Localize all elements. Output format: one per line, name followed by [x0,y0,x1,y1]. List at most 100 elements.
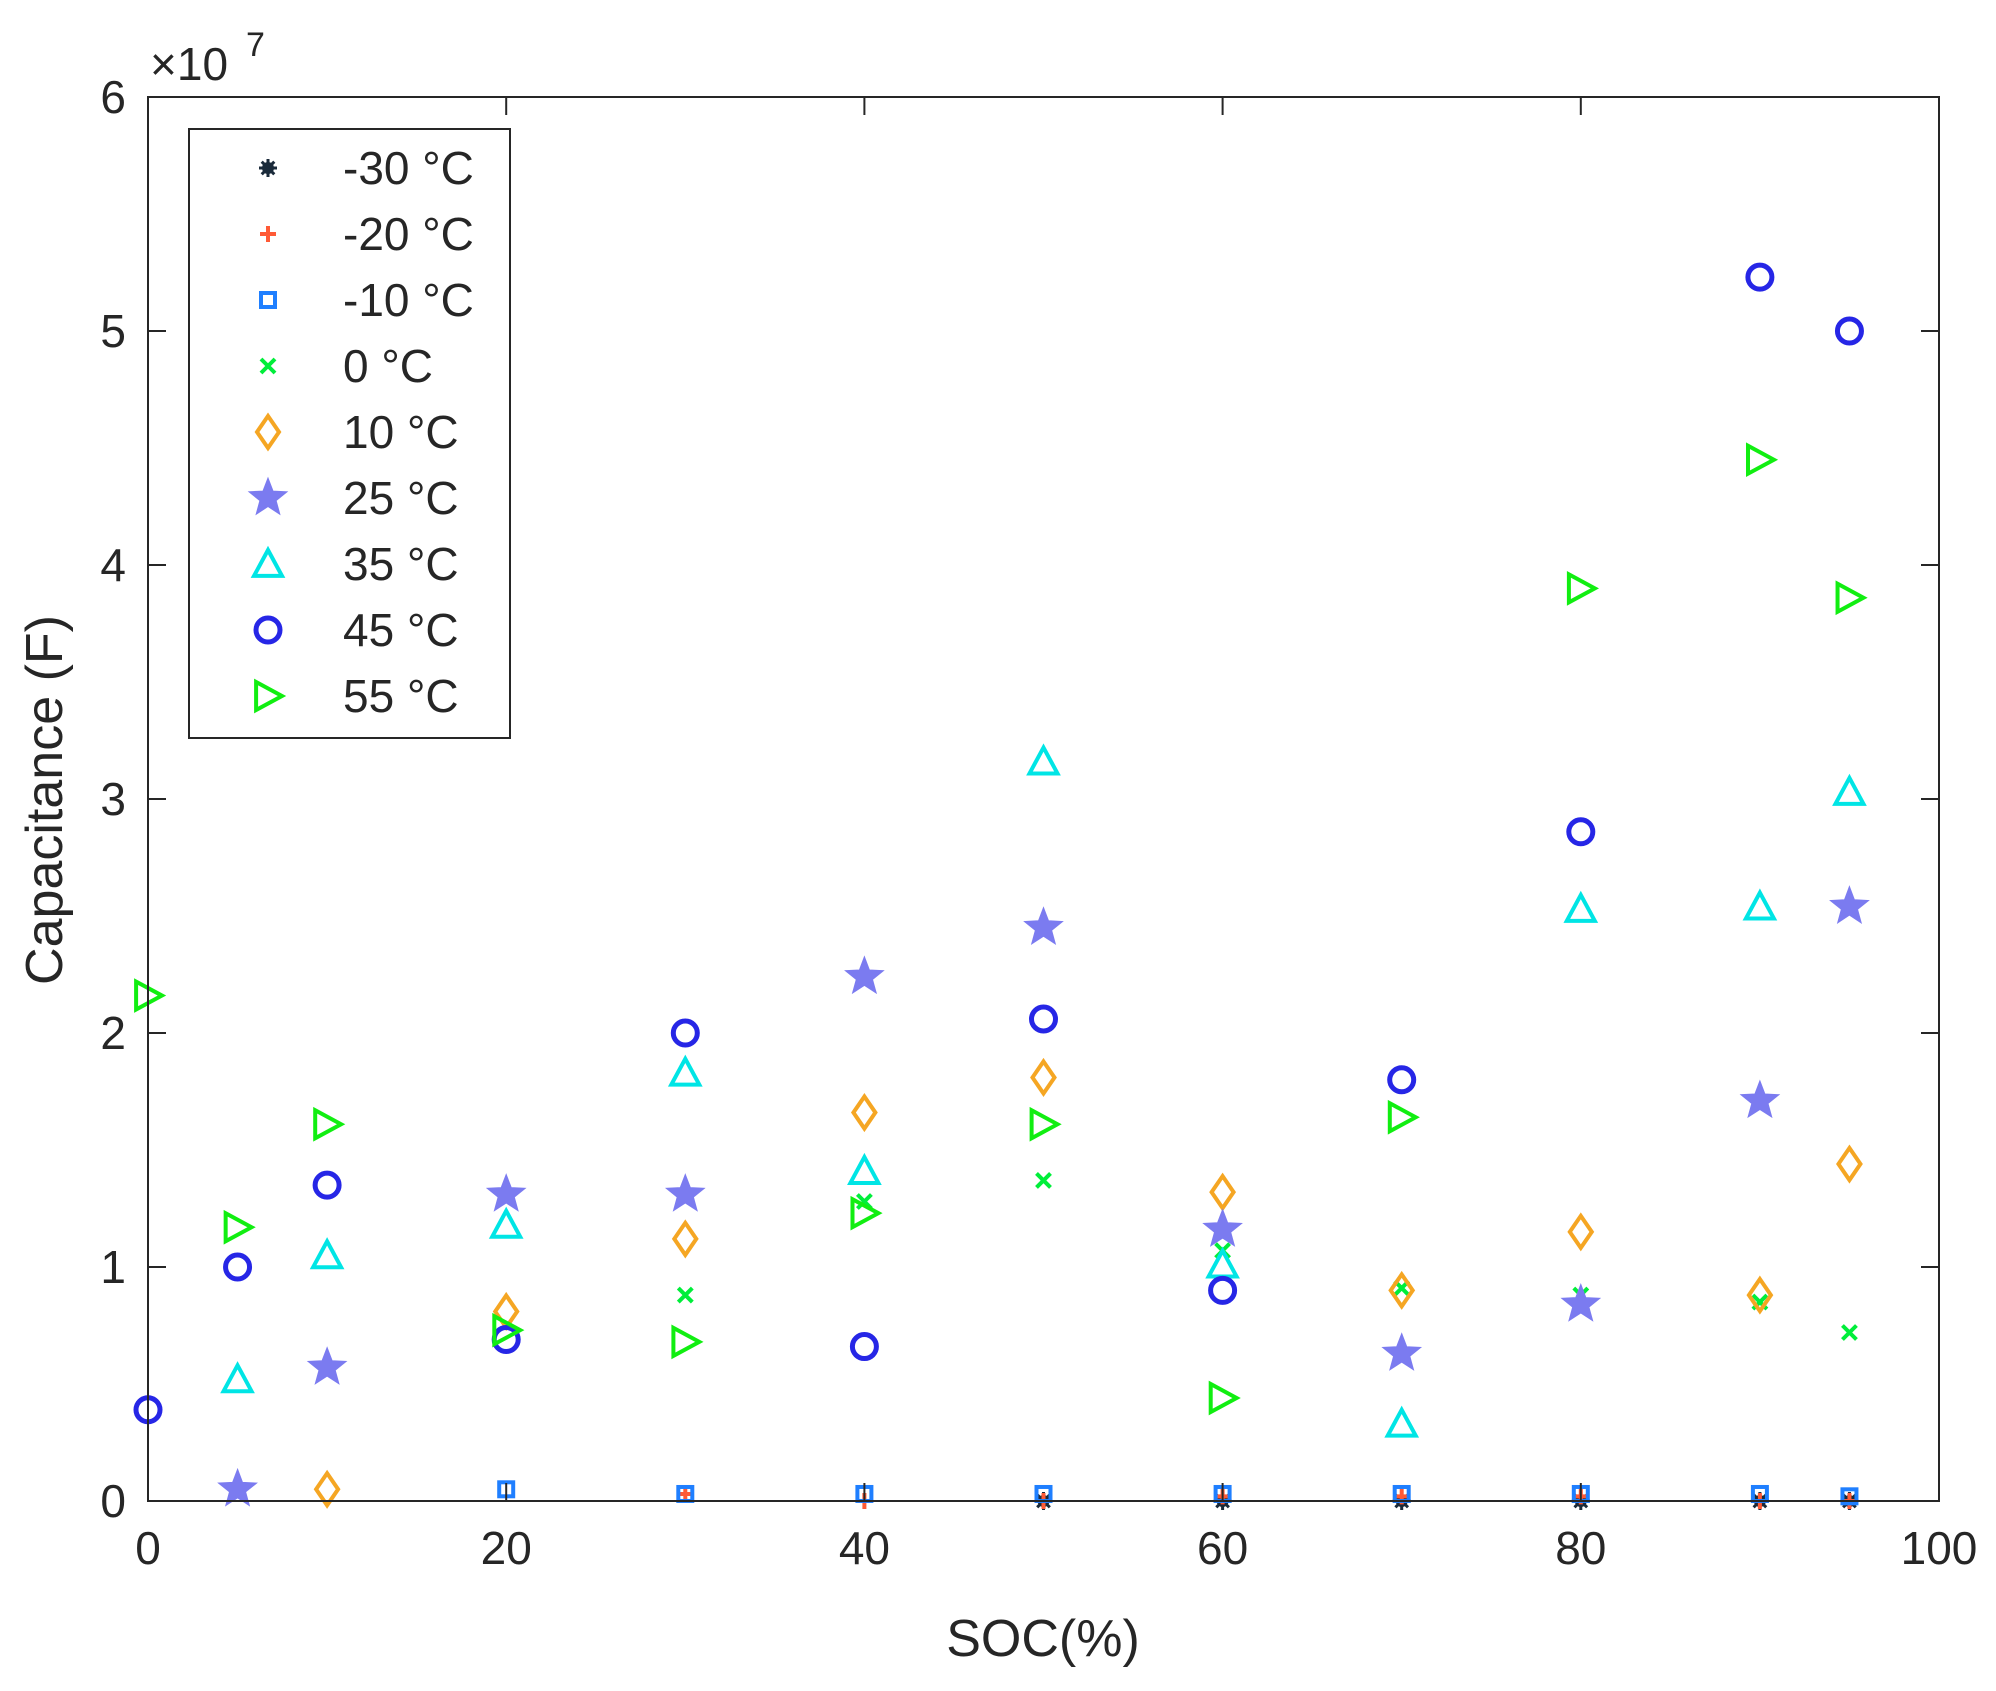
data-point [488,1206,524,1239]
axis-ticks: 0 20 40 60 80 100 0 1 2 3 4 5 6 [100,71,1977,1574]
x-axis-label: SOC(%) [946,1610,1140,1668]
x-tick-label: 20 [481,1522,532,1574]
y-axis-label: Capacitance (F) [16,615,74,985]
data-point [217,1467,258,1507]
legend-entry: 55 °C [254,670,459,722]
legend-marker [250,545,286,578]
y-tick-label: 2 [100,1007,126,1059]
data-point [1381,1332,1423,1371]
y-tick-label: 0 [100,1475,126,1527]
legend-label: 55 °C [343,670,459,722]
legend-label: 25 °C [343,472,459,524]
legend-box [188,128,511,739]
legend-entry: -30 °C [259,142,474,194]
data-point [1567,1212,1595,1252]
data-point [134,978,167,1013]
data-point [1035,1172,1052,1189]
data-point [1739,1079,1781,1119]
data-point [313,1469,341,1509]
data-point [1746,442,1779,478]
data-point [1563,890,1599,923]
x-tick-label: 100 [1901,1522,1978,1574]
data-point [1841,1324,1858,1341]
legend: -30 °C -20 °C -10 °C 0 °C 10 °C 25 °C 35 °C 45 … [188,128,511,739]
legend-marker [259,357,277,375]
data-point [1834,316,1864,346]
data-point [667,1054,703,1087]
y-exponent-power: 7 [246,26,265,64]
data-point [1387,1065,1417,1095]
data-point [1387,1099,1420,1135]
data-point [850,1093,878,1133]
x-tick-label: 0 [135,1522,161,1574]
data-point [850,1195,883,1231]
y-tick-label: 1 [100,1241,126,1293]
legend-label: -20 °C [343,208,474,260]
data-point [1202,1208,1243,1247]
x-tick-label: 40 [839,1522,890,1574]
data-point [1023,906,1064,946]
legend-label: 35 °C [343,538,459,590]
y-tick-label: 6 [100,71,126,123]
data-points [133,262,1870,1510]
data-point [670,1018,700,1048]
legend-marker [253,615,283,645]
legend-label: -30 °C [343,142,474,194]
data-point [1560,1282,1602,1322]
x-tick-label: 80 [1555,1522,1606,1574]
data-point [1208,1275,1238,1305]
legend-marker [247,476,289,516]
legend-label: 10 °C [343,406,459,458]
data-point [313,1106,346,1142]
data-point [664,1173,706,1212]
data-point [1746,1275,1774,1315]
series-points [134,442,1868,1416]
legend-marker [254,678,287,714]
legend-label: 0 °C [343,340,433,392]
data-point [847,1152,882,1185]
data-point [671,1324,704,1360]
y-tick-label: 4 [100,539,126,591]
series-points [133,262,1864,1425]
data-point [849,1332,879,1362]
legend-entry: 35 °C [250,538,459,590]
data-point [1566,571,1600,606]
data-point [1745,262,1775,292]
data-point [492,1312,525,1348]
data-point [1030,1057,1057,1097]
data-point [485,1173,527,1212]
data-point [1840,1487,1859,1506]
legend-entry: 0 °C [259,340,433,392]
data-point [1388,1270,1416,1310]
data-point [309,1237,345,1270]
legend-entry: 10 °C [254,406,459,458]
y-tick-label: 3 [100,773,126,825]
data-point [1832,773,1867,806]
legend-entry: -20 °C [260,208,474,260]
data-point [1029,1004,1058,1034]
legend-entry: 45 °C [253,604,459,656]
y-tick-label: 5 [100,305,126,357]
data-point [220,1361,255,1394]
data-point [1026,743,1061,776]
legend-marker [254,412,282,452]
legend-marker [259,291,277,309]
data-point [1208,1380,1241,1416]
legend-marker [259,159,277,177]
y-exponent-base: ×10 [150,38,228,90]
legend-entry: -10 °C [259,274,474,326]
x-tick-label: 60 [1197,1522,1248,1574]
legend-marker [260,226,276,242]
data-point [223,1252,253,1282]
series-points [217,885,1870,1507]
data-point [1566,817,1596,847]
data-point [1829,885,1870,924]
legend-label: 45 °C [343,604,459,656]
y-axis-exponent: ×10 7 [150,26,265,90]
data-point [1209,1172,1237,1212]
data-point [306,1346,348,1385]
legend-entry: 25 °C [247,472,459,524]
data-point [671,1219,699,1259]
series-points [313,1057,1863,1509]
